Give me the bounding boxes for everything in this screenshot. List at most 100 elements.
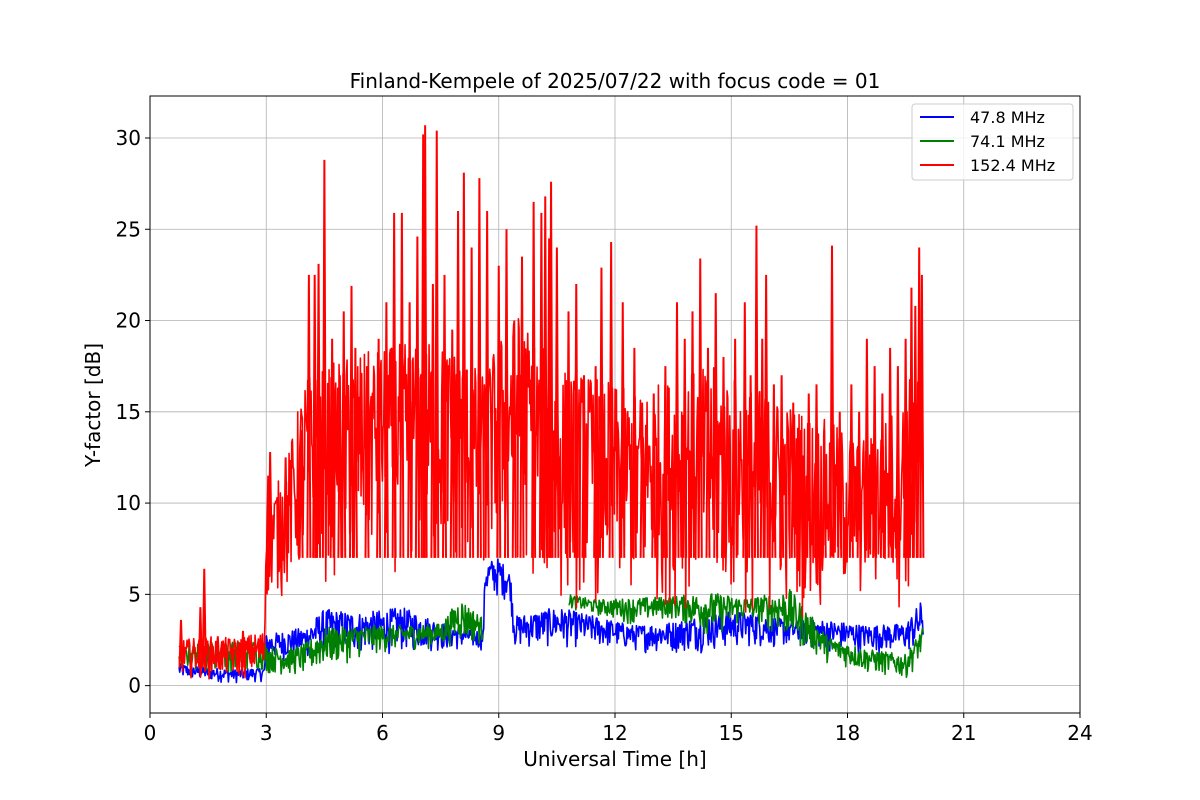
y-tick-label: 5 [128, 582, 141, 606]
series-spike [407, 302, 413, 558]
x-tick-label: 24 [1067, 721, 1092, 745]
series-spike [697, 258, 703, 558]
series-spike [422, 125, 428, 558]
series-spike [341, 311, 347, 558]
series-spike [531, 201, 537, 558]
series-spike [201, 568, 207, 668]
series-spike [674, 302, 680, 558]
series-spike [856, 411, 862, 558]
series-spike [267, 451, 273, 558]
series-spike [798, 430, 804, 558]
x-tick-label: 21 [951, 721, 976, 745]
series-spike [329, 338, 335, 558]
series-spike [814, 384, 819, 558]
series-spike [631, 347, 637, 558]
series-spike [455, 210, 461, 558]
series-spike [178, 619, 184, 668]
series-spike [848, 384, 854, 558]
series-spike [383, 302, 389, 558]
series-spike [705, 347, 711, 558]
series-spike [639, 402, 645, 558]
series-spike [476, 178, 482, 558]
series-spike [376, 338, 382, 558]
series-spike [321, 159, 327, 558]
series-spike [312, 274, 318, 558]
series-trace [178, 558, 924, 684]
series-spike [821, 430, 827, 558]
series-spike [364, 366, 370, 558]
series-spike [895, 366, 901, 558]
axis-ticks: 0 3 6 9 12 15 18 21 24 0 5 10 15 20 25 30 [116, 126, 1093, 745]
y-tick-label: 20 [116, 309, 141, 333]
legend: 47.8 MHz 74.1 MHz 152.4 MHz [911, 103, 1074, 181]
series-spike [337, 375, 343, 558]
series-spike [879, 393, 885, 558]
series-spike [598, 267, 604, 558]
series-spike [283, 457, 289, 558]
series-spike [829, 245, 835, 558]
series-spike [690, 311, 695, 558]
series-spike [864, 338, 870, 558]
series-spike [469, 247, 475, 558]
x-tick-label: 0 [144, 721, 157, 745]
series-spike [662, 366, 668, 558]
series-spike [887, 347, 893, 558]
series-spike [806, 393, 812, 558]
series-spike [573, 284, 579, 558]
series-spike [742, 302, 748, 558]
series-spike [352, 347, 358, 558]
series-spike [919, 274, 925, 558]
series-spike [414, 236, 420, 558]
x-tick-label: 9 [492, 721, 505, 745]
series-spike [581, 375, 587, 558]
series-spike [759, 338, 765, 558]
series-spike [912, 305, 918, 558]
legend-entry: 47.8 MHz [970, 108, 1045, 127]
series-spike [542, 196, 548, 558]
series-spike [434, 130, 440, 558]
series-spike [519, 256, 525, 558]
series-spike [748, 375, 754, 558]
legend-entry: 152.4 MHz [970, 156, 1055, 175]
series-spike [554, 247, 560, 558]
series-spike [391, 212, 397, 558]
series-spike [240, 630, 246, 668]
series-spike [349, 285, 354, 558]
y-tick-label: 10 [116, 491, 141, 515]
series-spike [721, 357, 726, 558]
series-spike [837, 411, 843, 558]
series-spike [496, 265, 502, 558]
series-spike [651, 393, 657, 558]
series-spike [504, 229, 509, 558]
series-spike [753, 225, 759, 558]
x-tick-label: 15 [719, 721, 744, 745]
series-spike [713, 293, 719, 558]
series-spike [771, 384, 777, 558]
series-spike [908, 287, 914, 558]
chart-title: Finland-Kempele of 2025/07/22 with focus… [350, 69, 881, 93]
series-spike [298, 430, 304, 558]
series-layer [178, 125, 925, 684]
legend-box [911, 103, 1074, 181]
series-spike [316, 263, 322, 558]
series-spike [548, 181, 554, 558]
y-tick-label: 25 [116, 217, 141, 241]
series-spike [593, 366, 599, 558]
series-spike [732, 338, 738, 558]
series-spike [430, 284, 436, 558]
series-spike [461, 172, 467, 558]
series-spike [442, 274, 447, 558]
series-spike [872, 366, 878, 558]
x-tick-label: 12 [602, 721, 627, 745]
series-spike [763, 274, 769, 558]
y-axis-label: Y-factor [dB] [81, 343, 105, 468]
x-tick-label: 18 [835, 721, 860, 745]
series-spike [566, 311, 571, 558]
y-tick-label: 30 [116, 126, 141, 150]
series-spike [682, 338, 688, 558]
series-spike [779, 375, 785, 558]
series-spike [306, 274, 312, 558]
series-1 [178, 558, 924, 684]
y-tick-label: 15 [116, 400, 141, 424]
